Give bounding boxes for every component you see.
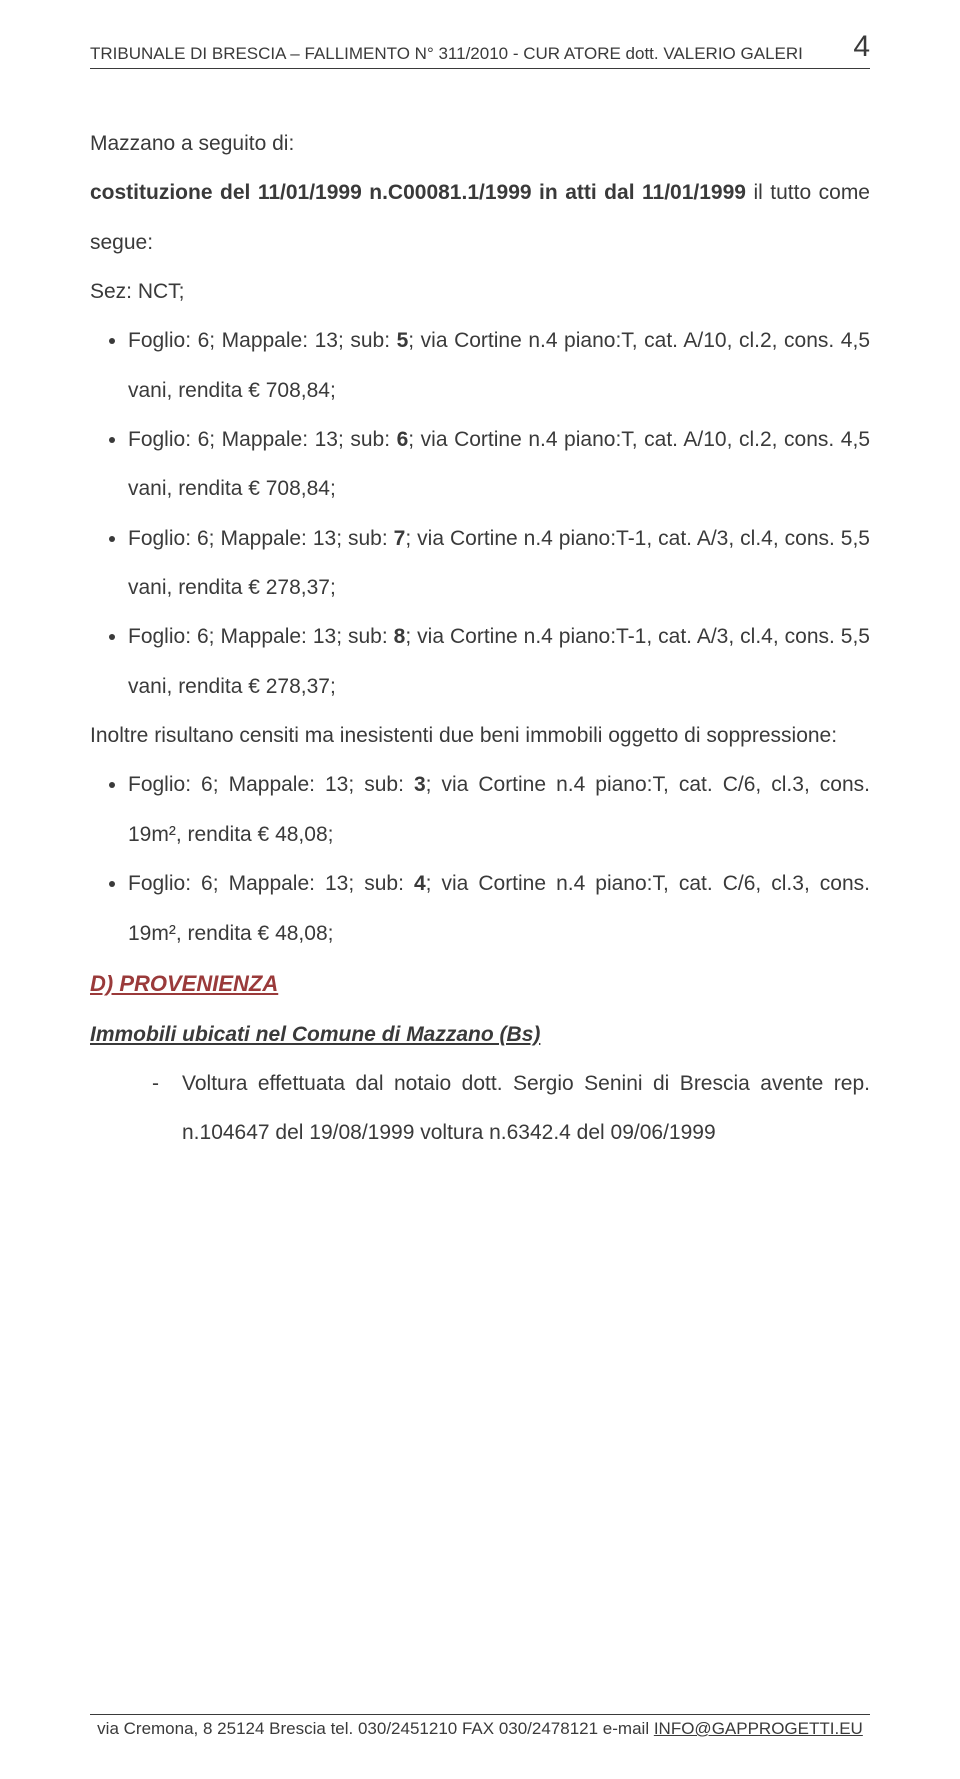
page-content: Mazzano a seguito di: costituzione del 1… — [90, 119, 870, 1694]
list-item: Foglio: 6; Mappale: 13; sub: 7; via Cort… — [128, 514, 870, 613]
intro-line-2: costituzione del 11/01/1999 n.C00081.1/1… — [90, 168, 870, 267]
intro-line-3: Sez: NCT; — [90, 267, 870, 316]
intro-bold: costituzione del 11/01/1999 n.C00081.1/1… — [90, 181, 746, 204]
page-header: TRIBUNALE DI BRESCIA – FALLIMENTO N° 311… — [90, 30, 870, 69]
dash-icon: - — [152, 1059, 182, 1158]
list-item: Foglio: 6; Mappale: 13; sub: 6; via Cort… — [128, 415, 870, 514]
dash-text: Voltura effettuata dal notaio dott. Serg… — [182, 1059, 870, 1158]
section-d-title: D) PROVENIENZA — [90, 958, 870, 1010]
page-number: 4 — [853, 30, 870, 64]
property-list-2: Foglio: 6; Mappale: 13; sub: 3; via Cort… — [90, 760, 870, 957]
page-footer: via Cremona, 8 25124 Brescia tel. 030/24… — [90, 1714, 870, 1739]
list-item: Foglio: 6; Mappale: 13; sub: 4; via Cort… — [128, 859, 870, 958]
property-list-1: Foglio: 6; Mappale: 13; sub: 5; via Cort… — [90, 316, 870, 711]
header-text: TRIBUNALE DI BRESCIA – FALLIMENTO N° 311… — [90, 44, 803, 64]
footer-email: INFO@GAPPROGETTI.EU — [654, 1719, 863, 1738]
mid-paragraph: Inoltre risultano censiti ma inesistenti… — [90, 711, 870, 760]
list-item: Foglio: 6; Mappale: 13; sub: 5; via Cort… — [128, 316, 870, 415]
section-d-subtitle: Immobili ubicati nel Comune di Mazzano (… — [90, 1010, 870, 1059]
page: TRIBUNALE DI BRESCIA – FALLIMENTO N° 311… — [0, 0, 960, 1779]
intro-line-1: Mazzano a seguito di: — [90, 119, 870, 168]
dash-item: - Voltura effettuata dal notaio dott. Se… — [90, 1059, 870, 1158]
list-item: Foglio: 6; Mappale: 13; sub: 8; via Cort… — [128, 612, 870, 711]
footer-text-a: via Cremona, 8 25124 Brescia tel. 030/24… — [97, 1719, 654, 1738]
list-item: Foglio: 6; Mappale: 13; sub: 3; via Cort… — [128, 760, 870, 859]
